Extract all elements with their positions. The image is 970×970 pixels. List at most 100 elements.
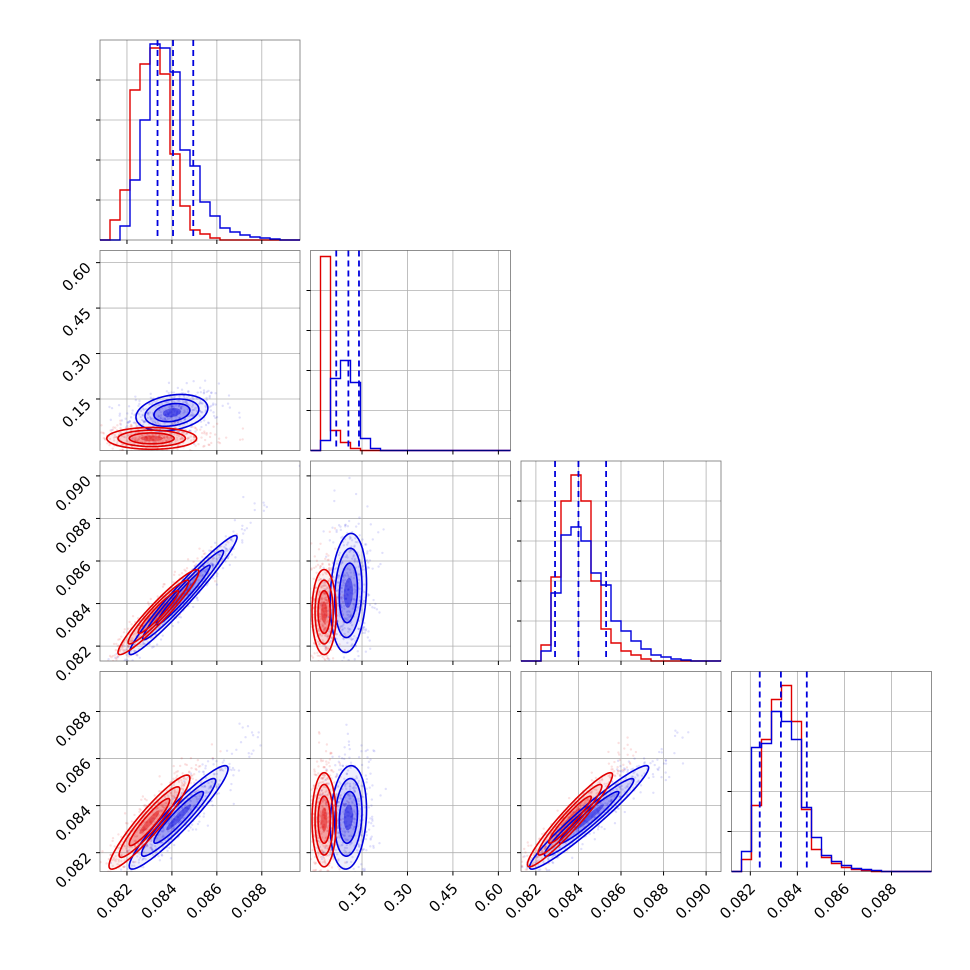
sample-point-red xyxy=(173,792,176,795)
sample-point-blue xyxy=(108,678,110,680)
sample-point-red xyxy=(135,653,138,657)
sample-point-blue xyxy=(348,812,351,815)
sample-point-blue xyxy=(131,437,134,441)
sample-point-red xyxy=(175,791,179,794)
sample-point-blue xyxy=(164,413,167,416)
sample-point-blue xyxy=(338,551,342,554)
sample-point-red xyxy=(138,440,142,443)
sample-point-red xyxy=(326,869,329,872)
sample-point-blue xyxy=(191,408,194,412)
sample-point-blue xyxy=(200,785,203,788)
sample-point-red xyxy=(130,455,132,457)
sample-point-red xyxy=(340,596,343,600)
sample-point-red xyxy=(152,440,155,444)
sample-point-blue xyxy=(344,523,347,526)
sample-point-red xyxy=(341,600,344,603)
sample-point-red xyxy=(342,803,346,806)
sample-point-blue xyxy=(328,539,332,542)
sample-point-red xyxy=(100,431,103,434)
sample-point-blue xyxy=(509,894,511,896)
sample-point-blue xyxy=(114,679,116,681)
sample-point-blue xyxy=(122,661,124,663)
sample-point-red xyxy=(347,800,350,804)
sample-point-blue xyxy=(174,415,177,418)
sample-point-blue xyxy=(151,420,154,423)
sample-point-red xyxy=(323,622,327,626)
sample-point-red xyxy=(322,619,325,622)
sample-point-blue xyxy=(211,562,214,565)
sample-point-blue xyxy=(265,505,269,509)
sample-point-blue xyxy=(179,405,183,409)
sample-point-red xyxy=(121,644,124,647)
sample-point-blue xyxy=(237,769,241,772)
sample-point-blue xyxy=(135,653,139,656)
sample-point-blue xyxy=(637,764,641,768)
sample-point-blue xyxy=(207,421,210,424)
sample-point-blue xyxy=(110,428,113,432)
sample-point-blue xyxy=(134,395,137,398)
sample-point-red xyxy=(172,783,176,787)
sample-point-red xyxy=(179,437,182,441)
sample-point-red xyxy=(189,439,193,442)
sample-point-blue xyxy=(349,536,352,540)
sample-point-red xyxy=(130,424,133,427)
sample-point-blue xyxy=(346,814,349,817)
sample-point-blue xyxy=(367,828,371,831)
sample-point-blue xyxy=(354,589,358,592)
sample-point-red xyxy=(319,826,322,829)
sample-point-blue xyxy=(177,615,181,619)
sample-point-blue xyxy=(337,784,340,787)
sample-point-blue xyxy=(141,641,145,644)
sample-point-blue xyxy=(348,756,351,759)
sample-point-red xyxy=(164,439,168,443)
sample-point-red xyxy=(196,557,199,560)
sample-point-blue xyxy=(360,863,363,866)
sample-point-blue xyxy=(639,784,643,787)
sample-point-blue xyxy=(349,826,353,829)
sample-point-red xyxy=(313,899,315,901)
sample-point-red xyxy=(152,435,155,438)
sample-point-blue xyxy=(346,811,349,814)
sample-point-blue xyxy=(133,642,136,646)
sample-point-red xyxy=(322,607,325,610)
sample-point-red xyxy=(175,776,178,780)
sample-point-blue xyxy=(353,634,356,638)
sample-point-red xyxy=(629,748,633,751)
sample-point-red xyxy=(183,781,187,784)
sample-point-red xyxy=(317,629,321,632)
sample-point-red xyxy=(322,799,325,802)
sample-point-red xyxy=(324,593,327,596)
sample-point-blue xyxy=(133,413,136,417)
sample-point-blue xyxy=(263,504,266,507)
sample-point-red xyxy=(163,796,167,799)
sample-point-blue xyxy=(348,827,352,830)
sample-point-blue xyxy=(353,598,356,601)
sample-point-blue xyxy=(342,584,346,587)
sample-point-blue xyxy=(336,826,340,830)
sample-point-blue xyxy=(192,804,196,808)
sample-point-red xyxy=(113,845,116,848)
sample-point-blue xyxy=(215,772,219,776)
sample-point-red xyxy=(122,865,126,869)
sample-point-blue xyxy=(345,723,348,726)
sample-point-blue xyxy=(170,411,173,414)
sample-point-red xyxy=(111,864,115,868)
sample-point-red xyxy=(319,814,322,817)
sample-point-blue xyxy=(332,541,335,544)
sample-point-blue xyxy=(349,805,353,808)
sample-point-red xyxy=(202,552,206,556)
sample-point-blue xyxy=(173,818,176,822)
sample-point-blue xyxy=(195,795,198,799)
sample-point-red xyxy=(145,799,148,802)
sample-point-red xyxy=(316,640,320,643)
sample-point-blue xyxy=(370,835,373,838)
sample-point-blue xyxy=(198,820,201,823)
sample-point-blue xyxy=(347,743,351,747)
sample-point-blue xyxy=(209,784,213,788)
sample-point-blue xyxy=(143,438,147,441)
sample-point-red xyxy=(312,641,316,645)
sample-point-red xyxy=(325,829,329,833)
sample-point-red xyxy=(157,814,161,817)
sample-point-red xyxy=(331,657,335,660)
sample-point-blue xyxy=(149,396,153,399)
